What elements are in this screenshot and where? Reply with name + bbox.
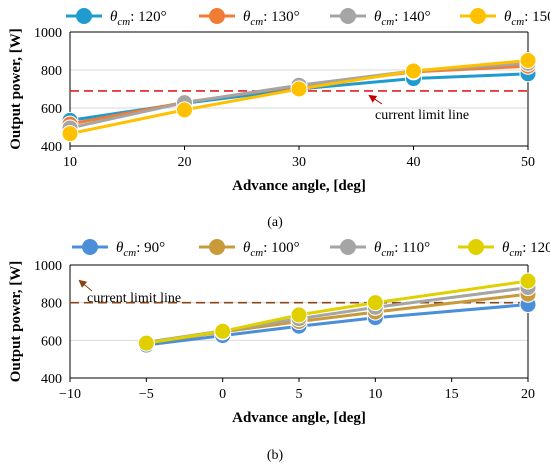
legend-label: θcm: 140° <box>374 9 431 28</box>
legend-entry: θcm: 90° <box>72 239 165 259</box>
legend-entry: θcm: 120° <box>458 239 550 259</box>
legend-subscript: cm <box>509 247 522 259</box>
legend-subscript: cm <box>381 16 394 28</box>
legend-swatch-marker <box>209 8 225 24</box>
legend-symbol: θ <box>243 9 251 25</box>
legend-subscript: cm <box>511 16 524 28</box>
data-point <box>519 272 537 290</box>
y-tick-label: 800 <box>41 64 62 79</box>
y-tick-label: 1000 <box>34 26 62 41</box>
legend-label: θcm: 110° <box>374 240 430 259</box>
legend-symbol: θ <box>110 9 118 25</box>
chart-panel-b: 400 600 800 1000 −10 −5 0 5 10 15 20 current limit … <box>8 239 550 463</box>
legend-subscript: cm <box>117 16 130 28</box>
data-point <box>290 80 308 98</box>
y-tick-label: 600 <box>41 334 62 349</box>
x-tick-label: 5 <box>296 387 303 402</box>
panel-caption: (a) <box>267 215 283 230</box>
x-tick-label: −5 <box>139 387 154 402</box>
legend-symbol: θ <box>504 9 512 25</box>
legend-swatch-marker <box>470 8 486 24</box>
x-tick-label: 40 <box>407 155 421 170</box>
legend-subscript: cm <box>250 247 263 259</box>
annotation-label: current limit line <box>375 108 469 123</box>
data-point <box>214 322 232 340</box>
legend-symbol: θ <box>243 240 251 256</box>
data-point <box>519 52 537 69</box>
series-line <box>146 303 529 347</box>
x-tick-label: 30 <box>292 155 306 170</box>
legend-entry: θcm: 100° <box>199 239 300 259</box>
x-axis-label: Advance angle, [deg] <box>232 178 366 194</box>
legend-symbol: θ <box>374 240 382 256</box>
x-tick-label: 20 <box>521 387 535 402</box>
legend-value: : 140° <box>394 9 430 25</box>
legend-entry: θcm: 140° <box>330 8 431 28</box>
legend-value: : 130° <box>263 9 299 25</box>
annotation-arrow <box>368 94 383 105</box>
x-tick-label: 10 <box>63 155 77 170</box>
legend-value: : 120° <box>130 9 166 25</box>
legend-swatch-marker <box>468 239 484 255</box>
data-point <box>290 306 308 324</box>
legend-entry: θcm: 130° <box>199 8 300 28</box>
legend-swatch-marker <box>340 8 356 24</box>
data-point <box>176 101 193 119</box>
legend-entry: θcm: 120° <box>66 8 167 28</box>
legend-entry: θcm: 150° <box>460 8 550 28</box>
legend-symbol: θ <box>374 9 382 25</box>
y-tick-label: 400 <box>41 140 62 155</box>
legend-label: θcm: 120° <box>110 9 167 28</box>
legend-label: θcm: 150° <box>504 9 550 28</box>
x-tick-label: −10 <box>59 387 81 402</box>
legend-value: : 110° <box>394 240 430 256</box>
legend-swatch-marker <box>76 8 92 24</box>
y-tick-label: 1000 <box>34 259 62 274</box>
y-tick-label: 400 <box>41 372 62 387</box>
y-axis-label: Output power, [W] <box>8 261 24 383</box>
legend-symbol: θ <box>116 240 124 256</box>
panel-caption: (b) <box>267 448 284 463</box>
legend-swatch-marker <box>209 239 225 255</box>
annotation-arrow <box>78 279 93 292</box>
legend-symbol: θ <box>502 240 510 256</box>
y-axis-label: Output power, [W] <box>8 28 24 150</box>
legend-subscript: cm <box>381 247 394 259</box>
x-tick-label: 10 <box>368 387 382 402</box>
data-point <box>405 62 422 80</box>
legend-entry: θcm: 110° <box>330 239 430 259</box>
annotation-label: current limit line <box>87 291 181 306</box>
legend-swatch-marker <box>340 239 356 255</box>
legend-label: θcm: 130° <box>243 9 300 28</box>
legend-swatch-marker <box>82 239 98 255</box>
data-point <box>61 125 79 143</box>
legend-label: θcm: 90° <box>116 240 165 259</box>
data-point <box>137 334 155 352</box>
legend-value: : 100° <box>263 240 299 256</box>
x-tick-label: 0 <box>219 387 226 402</box>
data-point <box>366 294 384 312</box>
legend-value: : 150° <box>524 9 550 25</box>
x-tick-label: 15 <box>445 387 459 402</box>
series-line <box>146 292 529 345</box>
legend-value: : 120° <box>522 240 550 256</box>
y-tick-label: 800 <box>41 297 62 312</box>
legend-label: θcm: 120° <box>502 240 550 259</box>
y-tick-label: 600 <box>41 102 62 117</box>
x-axis-label: Advance angle, [deg] <box>232 410 366 426</box>
x-tick-label: 20 <box>178 155 192 170</box>
legend-subscript: cm <box>250 16 263 28</box>
legend-label: θcm: 100° <box>243 240 300 259</box>
legend-subscript: cm <box>123 247 136 259</box>
legend-value: : 90° <box>136 240 165 256</box>
x-tick-label: 50 <box>521 155 535 170</box>
chart-panel-a: 400 600 800 1000 10 20 30 40 50 current limit lin… <box>8 8 550 230</box>
